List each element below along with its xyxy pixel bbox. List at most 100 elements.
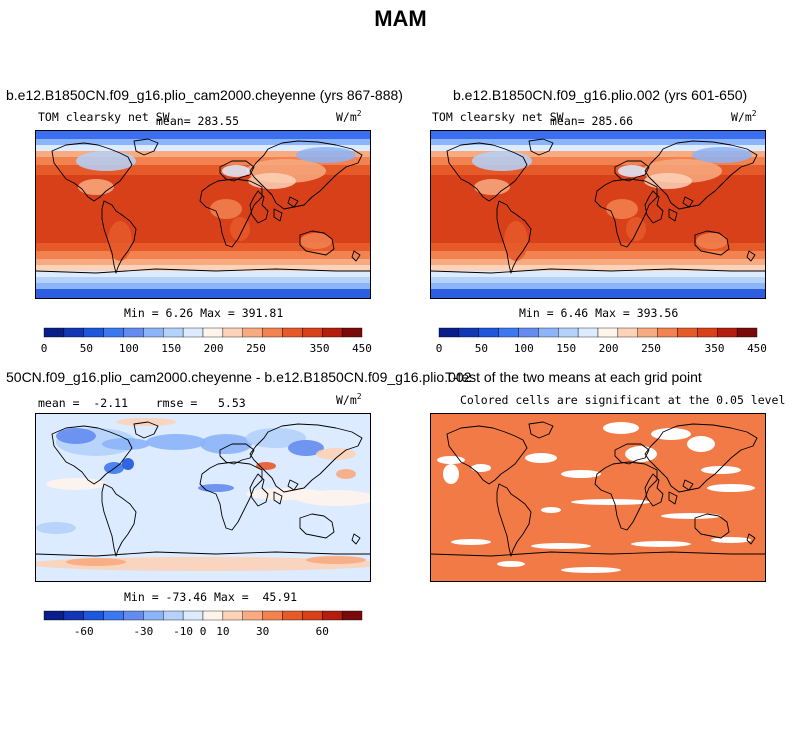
colorbar-box-10 — [637, 327, 658, 338]
colorbar-box-7 — [577, 327, 599, 338]
colorbar-box-12 — [677, 327, 698, 338]
colorbar-box-7 — [182, 610, 204, 621]
diff-feature-4 — [122, 458, 134, 470]
coastline-4 — [594, 178, 658, 248]
colorbar-box-2 — [478, 327, 499, 338]
sw-band-1 — [36, 139, 370, 145]
ttest-insignificant-3 — [561, 470, 601, 478]
colorbar-box-15 — [736, 327, 758, 338]
panel2-case-title: b.e12.B1850CN.f09_g16.plio.002 (yrs 601-… — [453, 87, 748, 103]
diff-feature-2 — [102, 438, 150, 450]
sw-band-10 — [431, 265, 765, 271]
colorbar-tick-label-5: 250 — [246, 342, 266, 355]
coastline-11 — [431, 551, 765, 557]
colorbar-box-5 — [143, 610, 164, 621]
sw-band-11 — [36, 271, 370, 277]
panel4-subtitle: Colored cells are significant at the 0.0… — [460, 393, 786, 407]
coastline-4 — [199, 461, 263, 531]
colorbar-box-13 — [697, 327, 718, 338]
coastline-10 — [287, 196, 299, 208]
coastline-11 — [36, 551, 370, 557]
colorbar-tick-label-3: 150 — [556, 342, 576, 355]
colorbar-box-11 — [262, 610, 283, 621]
colorbar-box-11 — [262, 327, 283, 338]
diff-feature-9 — [316, 448, 356, 460]
ttest-insignificant-11 — [541, 507, 561, 513]
colorbar-tick-label-2: 100 — [514, 342, 534, 355]
colorbar-tick-label-5: 30 — [256, 625, 269, 638]
colorbar-box-4 — [123, 327, 144, 338]
sw-band-13 — [36, 283, 370, 289]
sw-feature-6 — [472, 151, 532, 171]
coastline-8 — [133, 421, 159, 439]
ttest-insignificant-17 — [561, 567, 621, 573]
colorbar-tick-label-1: 50 — [80, 342, 93, 355]
colorbar-box-3 — [103, 610, 124, 621]
sw-band-14 — [431, 289, 765, 298]
sw-band-3 — [36, 151, 370, 157]
panel1-mean-label: mean= 283.55 — [156, 114, 240, 128]
diff-feature-13 — [46, 478, 106, 490]
coastline-5 — [299, 513, 335, 539]
panel2-variable-label: TOM clearsky net SW — [432, 110, 564, 124]
sw-feature-4 — [78, 179, 114, 195]
sw-feature-7 — [296, 147, 356, 163]
coastline-6 — [446, 142, 528, 202]
ttest-insignificant-16 — [711, 537, 751, 543]
sw-band-0 — [36, 131, 370, 139]
panel4-map — [430, 413, 766, 582]
ttest-insignificant-0 — [437, 456, 465, 464]
colorbar-box-9 — [617, 327, 638, 338]
ttest-insignificant-1 — [471, 464, 491, 472]
diff-feature-17 — [36, 522, 76, 534]
diff-feature-15 — [306, 556, 366, 564]
colorbar-tick-label-1: 50 — [475, 342, 488, 355]
sw-band-13 — [431, 283, 765, 289]
sw-feature-9 — [618, 165, 646, 177]
ttest-insignificant-19 — [443, 464, 459, 484]
colorbar-tick-label-5: 250 — [641, 342, 661, 355]
coastline-0 — [249, 423, 363, 493]
sw-band-5 — [36, 165, 370, 175]
colorbar-box-9 — [222, 610, 243, 621]
colorbar-tick-label-2: 100 — [119, 342, 139, 355]
ttest-insignificant-7 — [687, 436, 715, 452]
colorbar-box-5 — [538, 327, 559, 338]
colorbar-tick-label-7: 450 — [352, 342, 372, 355]
ttest-insignificant-5 — [625, 446, 657, 462]
sw-feature-6 — [76, 151, 136, 171]
colorbar-box-2 — [83, 327, 104, 338]
sw-band-1 — [431, 139, 765, 145]
panel4-title: T-test of the two means at each grid poi… — [445, 369, 702, 385]
panel1-colorbar-svg: 0 50 100 150 200 250 350 450 — [41, 327, 372, 355]
colorbar-tick-label-1: -30 — [133, 625, 153, 638]
panel2-colorbar-svg: 0 50 100 150 200 250 350 450 — [436, 327, 767, 355]
colorbar-box-5 — [143, 327, 164, 338]
colorbar-box-6 — [558, 327, 579, 338]
coastline-5 — [299, 230, 335, 256]
colorbar-box-13 — [302, 610, 323, 621]
ttest-insignificant-18 — [497, 561, 525, 567]
sw-feature-2 — [696, 233, 728, 249]
sw-feature-9 — [222, 165, 250, 177]
colorbar-box-9 — [222, 327, 243, 338]
coastline-11 — [431, 268, 765, 274]
ttest-insignificant-10 — [571, 499, 651, 505]
coastline-3 — [219, 160, 255, 182]
coastline-2 — [273, 208, 283, 222]
colorbar-box-14 — [717, 327, 738, 338]
coastline-4 — [199, 178, 263, 248]
diff-feature-12 — [246, 488, 326, 500]
colorbar-tick-label-0: 0 — [436, 342, 443, 355]
diff-feature-6 — [200, 434, 252, 454]
coastline-0 — [249, 140, 363, 210]
colorbar-box-15 — [341, 327, 363, 338]
colorbar-box-2 — [83, 610, 104, 621]
sw-band-7 — [36, 243, 370, 251]
coastline-5 — [694, 513, 730, 539]
sw-feature-7 — [692, 147, 752, 163]
coastline-1 — [249, 473, 269, 507]
coastline-3 — [614, 160, 650, 182]
coastline-3 — [614, 443, 650, 465]
coastline-5 — [694, 230, 730, 256]
